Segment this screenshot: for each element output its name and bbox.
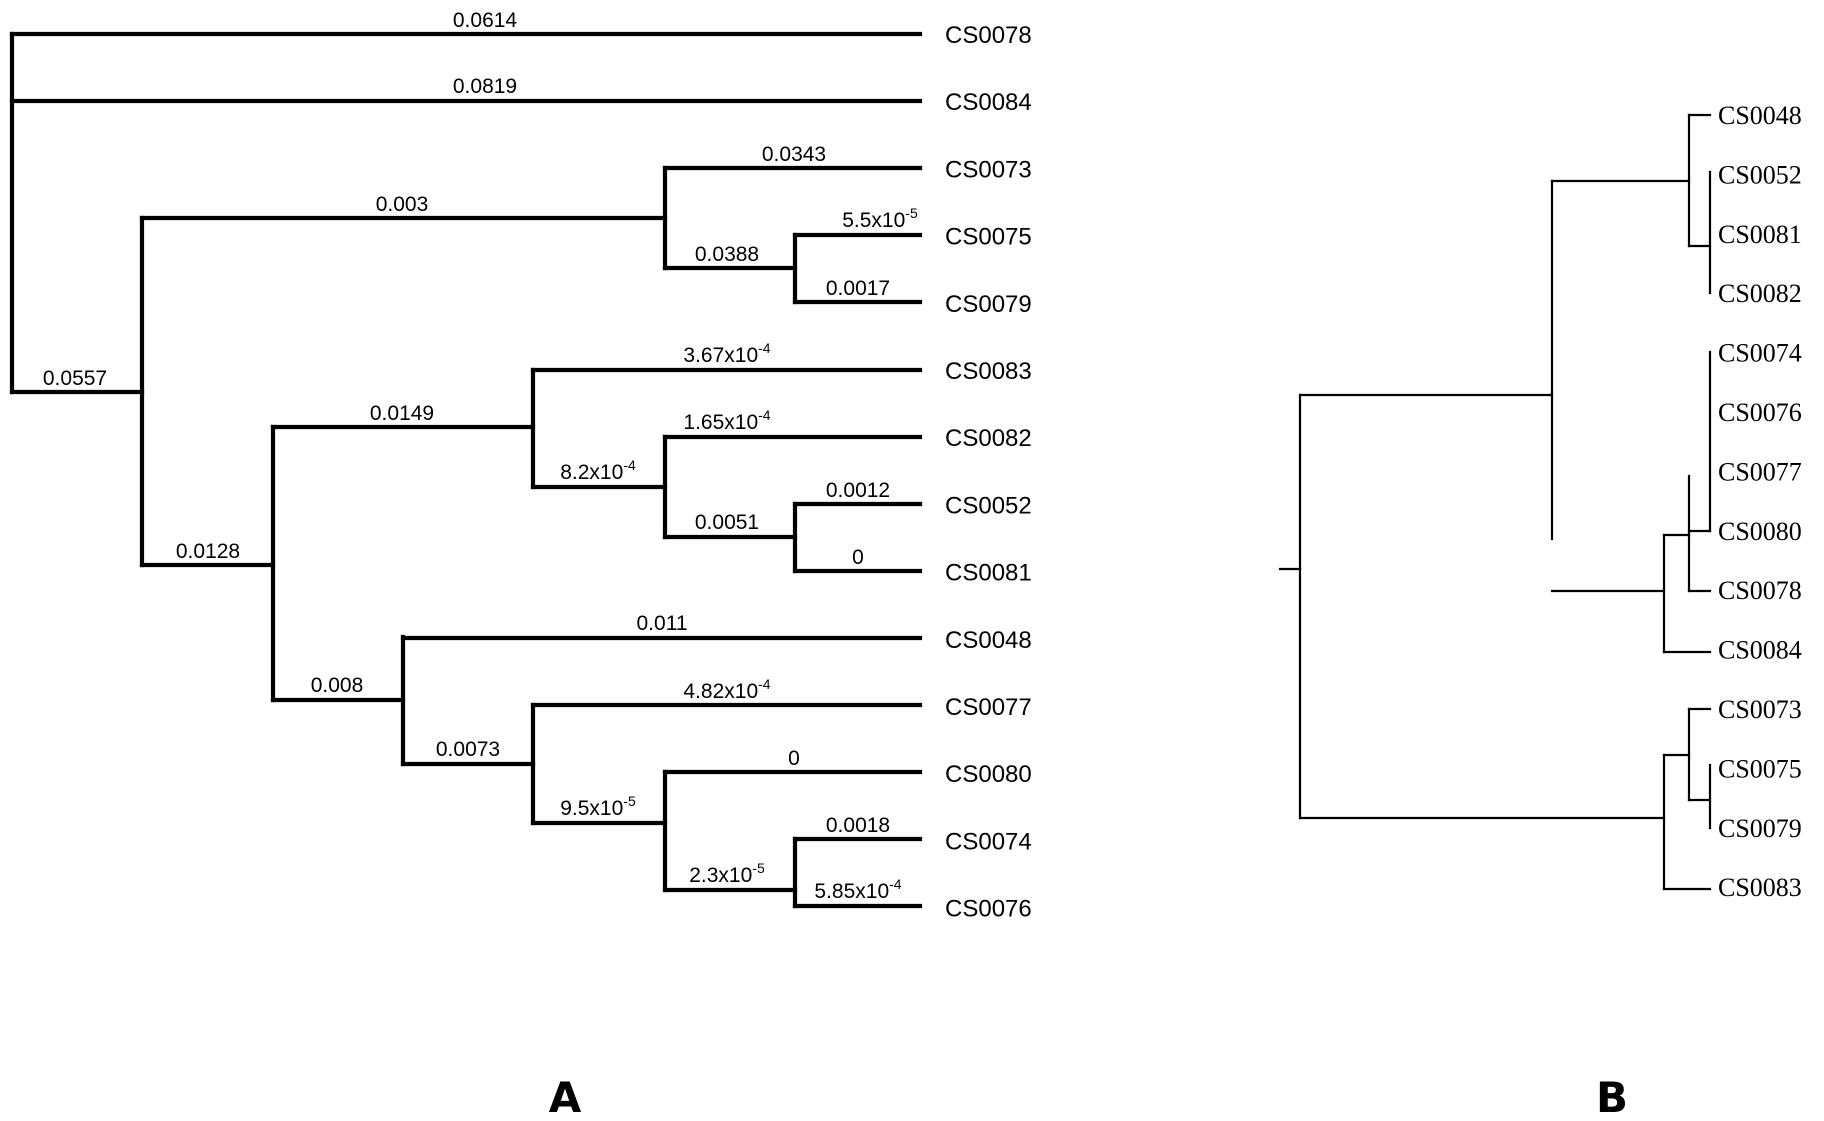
tree-b-tip-label: CS0079 <box>1718 814 1802 843</box>
tree-a-branch-length: 0 <box>852 546 864 569</box>
tree-a-branch-length: 0.0388 <box>695 243 759 266</box>
tree-a-tip-label: CS0082 <box>945 425 1032 452</box>
tree-a-branch-length: 0.0018 <box>826 814 890 837</box>
tree-a-branch-length: 0.0557 <box>43 367 107 390</box>
tree-b-tip-label: CS0077 <box>1718 457 1802 486</box>
tree-a: CS0078 CS0084 CS0073 CS0075 CS0079 CS0083 CS00… <box>9 9 1032 923</box>
tree-a-branch-length: 4.82x10-4 <box>683 676 770 703</box>
tree-a-tip-label: CS0052 <box>945 492 1032 519</box>
tree-a-tip-label: CS0078 <box>945 22 1032 49</box>
tree-a-branch-length: 0.0128 <box>176 540 240 563</box>
tree-a-branch-length: 0.0073 <box>436 738 500 761</box>
tree-a-branch-length: 5.85x10-4 <box>814 876 901 903</box>
tree-a-tip-label: CS0076 <box>945 896 1032 923</box>
tree-a-branch-length: 1.65x10-4 <box>683 407 770 434</box>
tree-a-branch-length: 0 <box>788 747 800 770</box>
tree-a-branch-length: 0.003 <box>376 193 429 216</box>
tree-b-tip-label: CS0078 <box>1718 576 1802 605</box>
tree-a-tip-label: CS0074 <box>945 828 1032 855</box>
tree-a-tip-label: CS0080 <box>945 761 1032 788</box>
tree-a-branch-length: 0.0149 <box>370 402 434 425</box>
tree-b-tip-label: CS0052 <box>1718 160 1802 189</box>
tree-a-tip-label: CS0048 <box>945 627 1032 654</box>
tree-a-tip-label: CS0081 <box>945 560 1032 587</box>
tree-a-branch-length: 0.0017 <box>826 277 890 300</box>
tree-a-branch-length: 0.008 <box>311 674 364 697</box>
panel-label-b: B <box>1596 1073 1628 1121</box>
tree-b-tip-label: CS0082 <box>1718 279 1802 308</box>
tree-a-branch-length: 3.67x10-4 <box>683 340 770 367</box>
tree-a-branch-length: 8.2x10-4 <box>560 457 636 484</box>
tree-b-tip-label: CS0076 <box>1718 398 1802 427</box>
tree-a-branch-length: 0.0614 <box>453 9 518 32</box>
tree-b-tip-label: CS0074 <box>1718 339 1802 368</box>
tree-a-tip-label: CS0084 <box>945 89 1032 116</box>
tree-a-tip-label: CS0077 <box>945 694 1032 721</box>
tree-a-branch-length: 0.0343 <box>762 143 826 166</box>
tree-b-tip-label: CS0084 <box>1718 636 1802 665</box>
tree-b-tip-label: CS0075 <box>1718 754 1802 783</box>
tree-a-branch-length: 0.0012 <box>826 479 890 502</box>
tree-b-tip-label: CS0073 <box>1718 695 1802 724</box>
tree-a-branch-length: 2.3x10-5 <box>689 860 765 887</box>
tree-a-branch-length: 5.5x10-5 <box>842 205 918 232</box>
tree-a-branch-length: 0.011 <box>637 612 688 635</box>
panel-label-a: A <box>549 1073 582 1121</box>
tree-a-tip-label: CS0079 <box>945 291 1032 318</box>
tree-b-tip-label: CS0081 <box>1718 220 1802 249</box>
tree-a-tip-label: CS0083 <box>945 358 1032 385</box>
tree-a-tip-label: CS0075 <box>945 224 1032 251</box>
tree-a-branch-length: 0.0819 <box>453 75 517 98</box>
tree-b-tip-label: CS0080 <box>1718 517 1802 546</box>
tree-b: CS0048 CS0052 CS0081 CS0082 CS0074 CS0076 CS00… <box>1278 101 1802 902</box>
tree-b-tip-label: CS0083 <box>1718 873 1802 902</box>
tree-a-tip-label: CS0073 <box>945 156 1032 183</box>
tree-b-tip-label: CS0048 <box>1718 101 1802 130</box>
tree-a-branch-length: 0.0051 <box>695 511 759 534</box>
tree-a-branch-length: 9.5x10-5 <box>560 793 636 820</box>
